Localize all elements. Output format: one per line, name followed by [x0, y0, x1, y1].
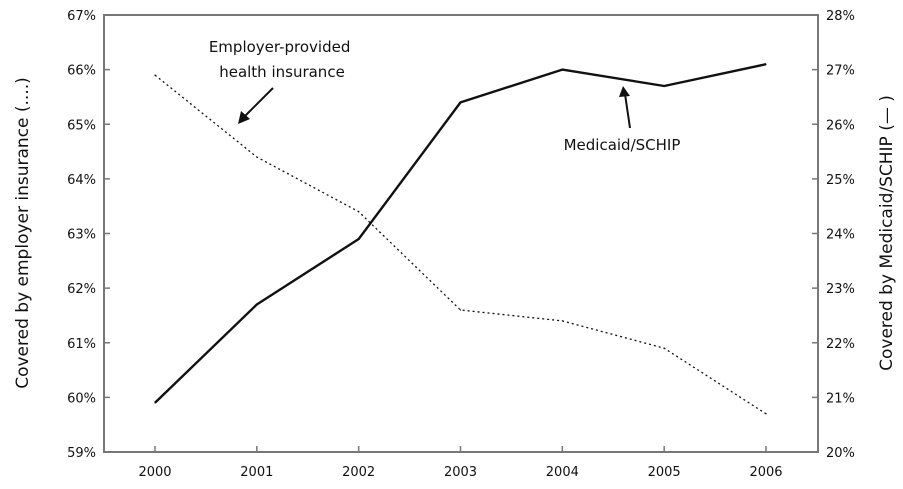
annotation-employer-line2: health insurance — [219, 63, 345, 81]
right-tick-label: 27% — [826, 64, 855, 79]
left-tick-label: 59% — [67, 446, 96, 461]
annotation-medicaid: Medicaid/SCHIP — [564, 136, 681, 154]
left-tick-label: 62% — [67, 282, 96, 297]
right-tick-label: 24% — [826, 228, 855, 243]
right-tick-label: 25% — [826, 173, 855, 188]
right-axis-ticks: 20% 21% 22% 23% 24% 25% 26% 27% 28% — [812, 9, 855, 461]
annotation-employer: Employer-provided health insurance — [209, 38, 355, 81]
series-line-employer — [154, 74, 767, 415]
data-point — [561, 320, 563, 322]
left-tick-label: 67% — [67, 9, 96, 24]
left-tick-label: 65% — [67, 118, 96, 133]
x-tick-label: 2002 — [342, 465, 375, 480]
data-point — [256, 156, 258, 158]
left-tick-label: 66% — [67, 64, 96, 79]
data-point — [459, 101, 462, 103]
data-point — [358, 238, 360, 240]
right-tick-label: 23% — [826, 282, 855, 297]
left-tick-label: 64% — [67, 173, 96, 188]
left-tick-label: 60% — [67, 391, 96, 406]
x-tick-label: 2005 — [648, 465, 681, 480]
data-point — [459, 309, 462, 311]
x-tick-label: 2001 — [240, 465, 273, 480]
left-tick-label: 63% — [67, 228, 96, 243]
data-point — [765, 413, 767, 415]
right-tick-label: 28% — [826, 9, 855, 24]
left-axis-title: Covered by employer insurance (....) — [13, 77, 33, 389]
x-tick-label: 2000 — [138, 465, 171, 480]
x-tick-label: 2006 — [749, 465, 782, 480]
data-point — [663, 85, 665, 87]
annotation-medicaid-arrowhead — [619, 86, 630, 97]
series-layer — [154, 63, 767, 415]
left-tick-label: 61% — [67, 337, 96, 352]
data-point — [154, 402, 156, 404]
annotation-employer-arrow — [243, 87, 274, 118]
left-axis-ticks: 59% 60% 61% 62% 63% 64% 65% 66% 67% — [67, 9, 110, 461]
x-tick-label: 2004 — [546, 465, 579, 480]
right-tick-label: 22% — [826, 337, 855, 352]
right-tick-label: 20% — [826, 446, 855, 461]
data-point — [256, 303, 258, 306]
data-point — [765, 63, 767, 65]
x-tick-label: 2003 — [444, 465, 477, 480]
right-axis-title: Covered by Medicaid/SCHIP (— ) — [877, 95, 897, 371]
annotation-employer-line1: Employer-provided — [209, 38, 351, 56]
right-tick-label: 26% — [826, 118, 855, 133]
right-tick-label: 21% — [826, 391, 855, 406]
plot-frame — [103, 14, 819, 453]
annotation-medicaid-arrow — [624, 93, 631, 129]
annotation-employer-arrowhead — [238, 111, 250, 124]
x-axis-ticks: 2000 2001 2002 2003 2004 2005 2006 — [138, 446, 783, 480]
data-point — [154, 74, 156, 76]
data-point — [358, 211, 360, 213]
data-point — [663, 347, 665, 349]
data-point — [561, 69, 563, 71]
